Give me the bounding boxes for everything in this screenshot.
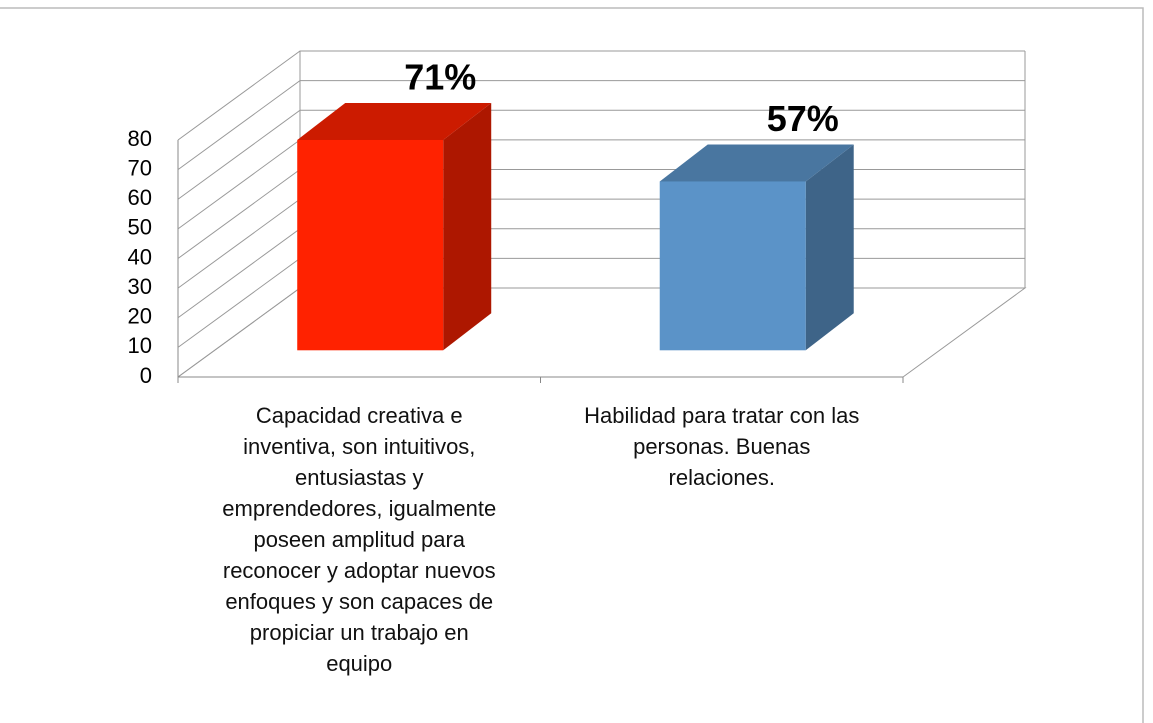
bar-side <box>805 144 854 351</box>
y-tick-label: 80 <box>128 126 152 151</box>
y-tick-label: 40 <box>128 244 152 269</box>
grid-line <box>177 109 1025 200</box>
y-tick-label: 70 <box>128 155 152 180</box>
frame <box>0 7 1144 723</box>
value-label: 57% <box>767 98 839 139</box>
bar-front <box>659 181 806 351</box>
x-tick-label: Capacidad creativa e inventiva, son intu… <box>222 403 497 676</box>
value-label: 71% <box>404 56 476 97</box>
grid-line <box>177 80 1025 171</box>
x-tick-label: Habilidad para tratar con las personas. … <box>584 403 860 490</box>
y-tick-label: 60 <box>128 185 152 210</box>
bar-side <box>443 102 492 351</box>
bar <box>297 102 492 351</box>
bar-top <box>659 144 854 182</box>
y-tick-label: 20 <box>128 304 152 329</box>
y-tick-label: 50 <box>128 215 152 240</box>
y-tick-label: 10 <box>128 333 152 358</box>
grid-line <box>177 50 1025 141</box>
bar-top <box>297 102 492 140</box>
bar <box>659 144 854 351</box>
y-tick-label: 30 <box>128 274 152 299</box>
bar-front <box>297 139 444 351</box>
y-tick-label: 0 <box>140 363 152 388</box>
